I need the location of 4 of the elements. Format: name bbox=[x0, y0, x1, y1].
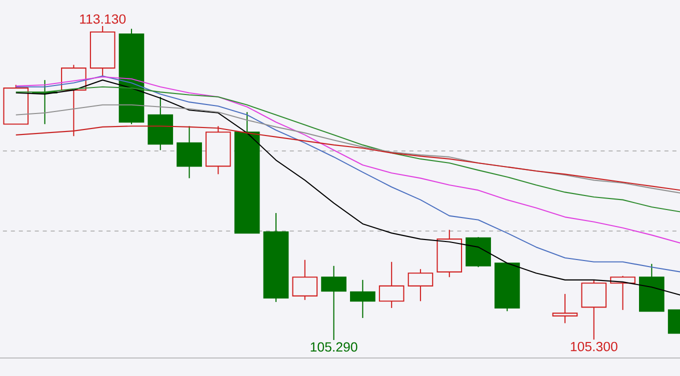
candlestick bbox=[552, 293, 578, 324]
annotation: 113.130 bbox=[80, 14, 126, 24]
annotation: 105.300 bbox=[570, 342, 618, 352]
annotation: 105.290 bbox=[310, 342, 358, 352]
